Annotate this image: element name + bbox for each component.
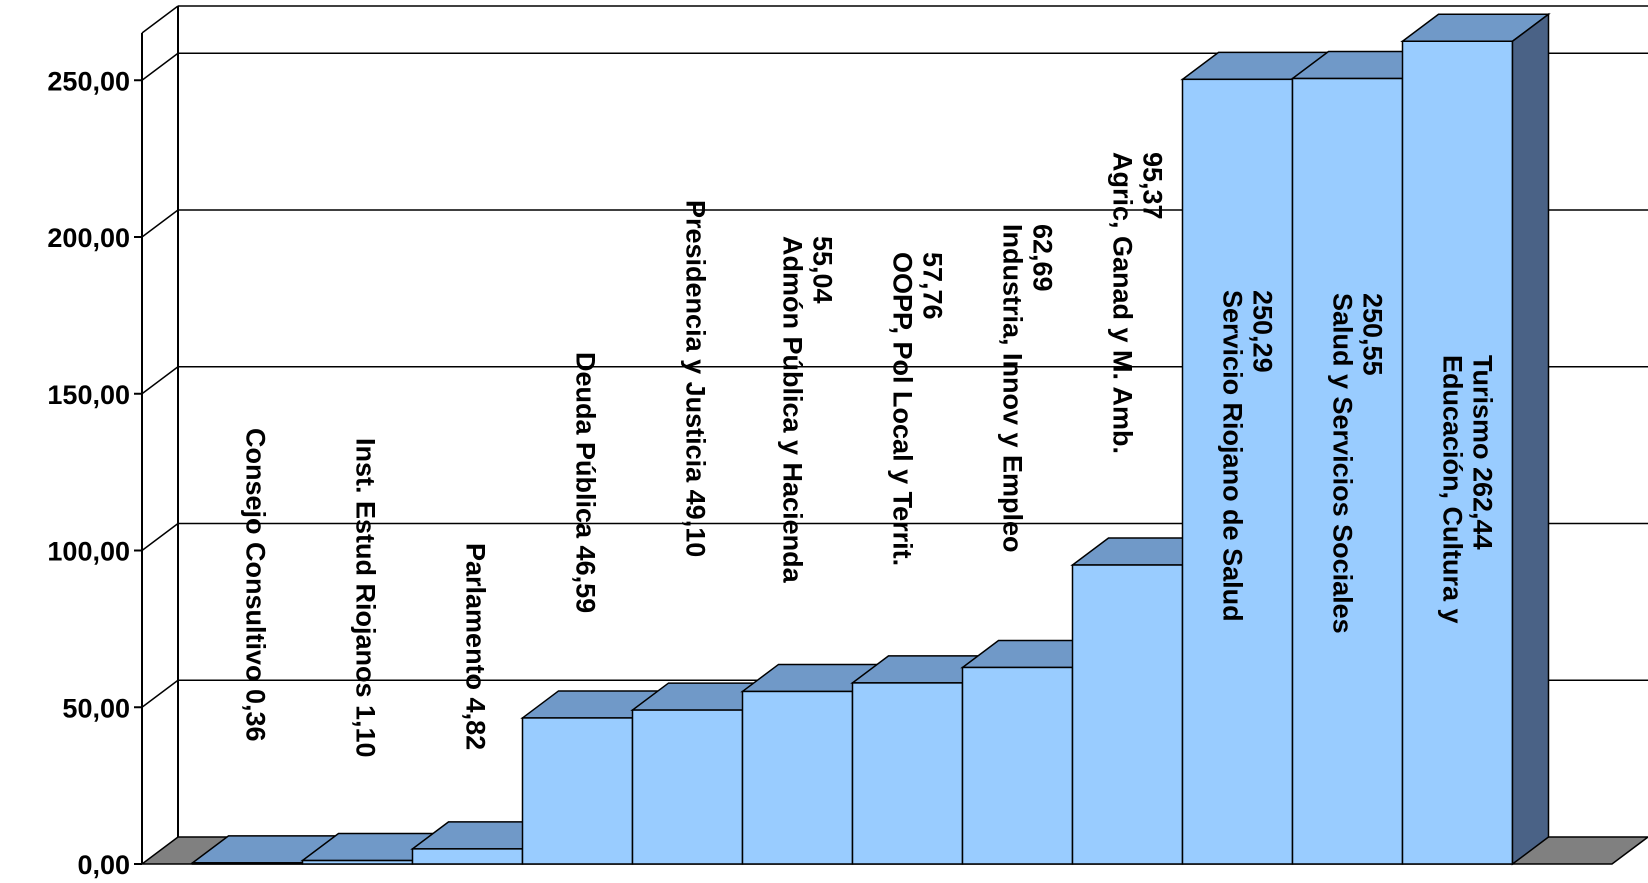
bar-7 <box>961 666 1074 865</box>
bar-1 <box>301 859 414 865</box>
bar-label-1: Inst. Estud Riojanos 1,10 <box>351 438 381 758</box>
bar-0 <box>191 862 304 865</box>
bar-2 <box>411 848 524 865</box>
left-wall-top-edge <box>141 5 179 34</box>
gridline-side-5 <box>141 52 179 81</box>
bar-6 <box>851 682 964 865</box>
bar-label-line: Inst. Estud Riojanos 1,10 <box>351 438 381 758</box>
bar-10 <box>1291 77 1404 865</box>
bar-label-5: Admón Pública y Hacienda55,04 <box>778 236 838 584</box>
y-tick-label-5: 250,00 <box>47 66 130 96</box>
bar-label-line: 95,37 <box>1138 152 1168 220</box>
bar-label-line: Turismo 262,44 <box>1468 355 1498 550</box>
gridline-side-2 <box>141 522 179 552</box>
bar-label-2: Parlamento 4,82 <box>461 543 491 750</box>
y-tick-label-4: 200,00 <box>47 223 130 253</box>
bar-label-line: Admón Pública y Hacienda <box>778 236 808 584</box>
bar-label-line: Industria, Innov y Empleo <box>998 224 1028 553</box>
bar-9 <box>1181 78 1294 865</box>
bar-label-line: OOPP, Pol Local y Territ. <box>888 252 918 566</box>
bar-4 <box>631 709 744 865</box>
bar-label-line: Parlamento 4,82 <box>461 543 491 750</box>
bar-label-line: 55,04 <box>808 236 838 304</box>
bar-label-line: 62,69 <box>1028 224 1058 292</box>
bar-label-line: 250,55 <box>1358 293 1388 376</box>
bar-label-4: Presidencia y Justicia 49,10 <box>681 200 711 557</box>
bars-layer <box>190 12 1551 866</box>
y-tick-label-0: 0,00 <box>77 850 130 880</box>
bar-label-7: Industria, Innov y Empleo62,69 <box>998 224 1058 553</box>
bar-labels-layer: Consejo Consultivo 0,36 Inst. Estud Rioja… <box>241 152 1498 758</box>
y-tick-label-1: 50,00 <box>62 693 130 723</box>
y-axis: 0,00 50,00 100,00 150,00 200,00 250,00 <box>47 33 143 880</box>
bar-label-3: Deuda Pública 46,59 <box>571 352 601 613</box>
bar-label-0: Consejo Consultivo 0,36 <box>241 428 271 742</box>
bar-3 <box>521 717 634 865</box>
bar-label-line: Salud y Servicios Sociales <box>1328 293 1358 634</box>
bar-label-line: Educación, Cultura y <box>1438 355 1468 624</box>
bar-label-line: Agric, Ganad y M. Amb. <box>1108 152 1138 454</box>
bar-11 <box>1401 40 1514 865</box>
bar-label-line: Presidencia y Justicia 49,10 <box>681 200 711 557</box>
gridline-side-1 <box>141 679 179 708</box>
bar-label-line: Deuda Pública 46,59 <box>571 352 601 613</box>
bar-label-line: 57,76 <box>918 252 948 320</box>
bar-label-8: Agric, Ganad y M. Amb.95,37 <box>1108 152 1168 454</box>
bar-5 <box>741 690 854 865</box>
bar-label-line: Consejo Consultivo 0,36 <box>241 428 271 742</box>
gridline-side-4 <box>141 209 179 238</box>
bar-label-6: OOPP, Pol Local y Territ.57,76 <box>888 252 948 566</box>
bar-side-11 <box>1511 12 1550 866</box>
y-tick-label-3: 150,00 <box>47 380 130 410</box>
bar-label-10: Salud y Servicios Sociales250,55 <box>1328 293 1388 634</box>
bar-label-11: Educación, Cultura yTurismo 262,44 <box>1438 355 1498 624</box>
gridline-side-3 <box>141 366 179 395</box>
bar-label-line: Servicio Riojano de Salud <box>1218 290 1248 622</box>
y-tick-label-2: 100,00 <box>47 537 130 567</box>
bar-label-line: 250,29 <box>1248 290 1278 373</box>
bar-label-9: Servicio Riojano de Salud250,29 <box>1218 290 1278 622</box>
bar-8 <box>1071 564 1184 865</box>
